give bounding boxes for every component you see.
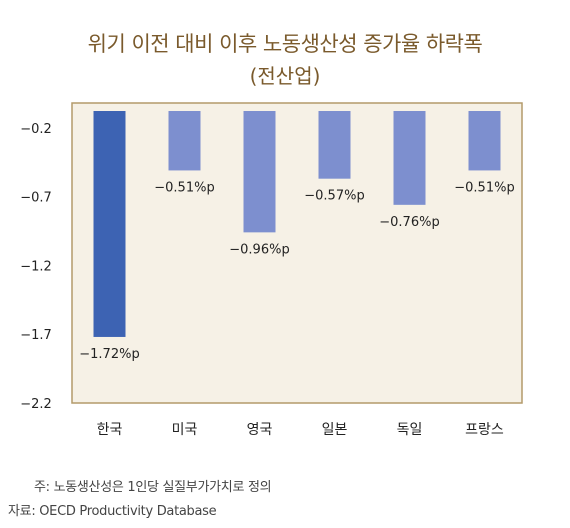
y-tick-label: −0.7	[20, 191, 52, 206]
bar	[468, 111, 501, 171]
footnote: 주: 노동생산성은 1인당 실질부가가치로 정의	[34, 480, 272, 495]
category-label: 미국	[172, 422, 198, 438]
data-label: −0.57%p	[304, 189, 364, 204]
category-label: 일본	[322, 422, 348, 438]
chart-title: 위기 이전 대비 이후 노동생산성 증가율 하락폭	[87, 32, 483, 56]
source-note: 자료: OECD Productivity Database	[8, 504, 217, 519]
y-tick-label: −0.2	[20, 122, 52, 137]
bar-chart: −0.2 −0.7 −1.2 −1.7 −2.2 −1.72%p 한국 −0.51%p 미국 −0…	[20, 102, 523, 438]
data-label: −0.96%p	[229, 242, 289, 257]
bar	[318, 111, 351, 179]
bar	[93, 111, 126, 337]
plot-area	[71, 102, 523, 404]
bar	[393, 111, 426, 205]
data-label: −0.76%p	[379, 215, 439, 230]
data-label: −0.51%p	[154, 180, 214, 195]
category-label: 프랑스	[465, 422, 504, 438]
data-label: −1.72%p	[79, 347, 139, 362]
y-tick-label: −2.2	[20, 397, 52, 412]
category-label: 영국	[247, 422, 273, 438]
chart-subtitle: (전산업)	[249, 64, 321, 88]
y-tick-label: −1.2	[20, 259, 52, 274]
y-tick-label: −1.7	[20, 328, 52, 343]
bar	[243, 111, 276, 233]
category-label: 한국	[97, 422, 123, 438]
category-label: 독일	[397, 422, 423, 438]
bar	[168, 111, 201, 171]
data-label: −0.51%p	[454, 180, 514, 195]
